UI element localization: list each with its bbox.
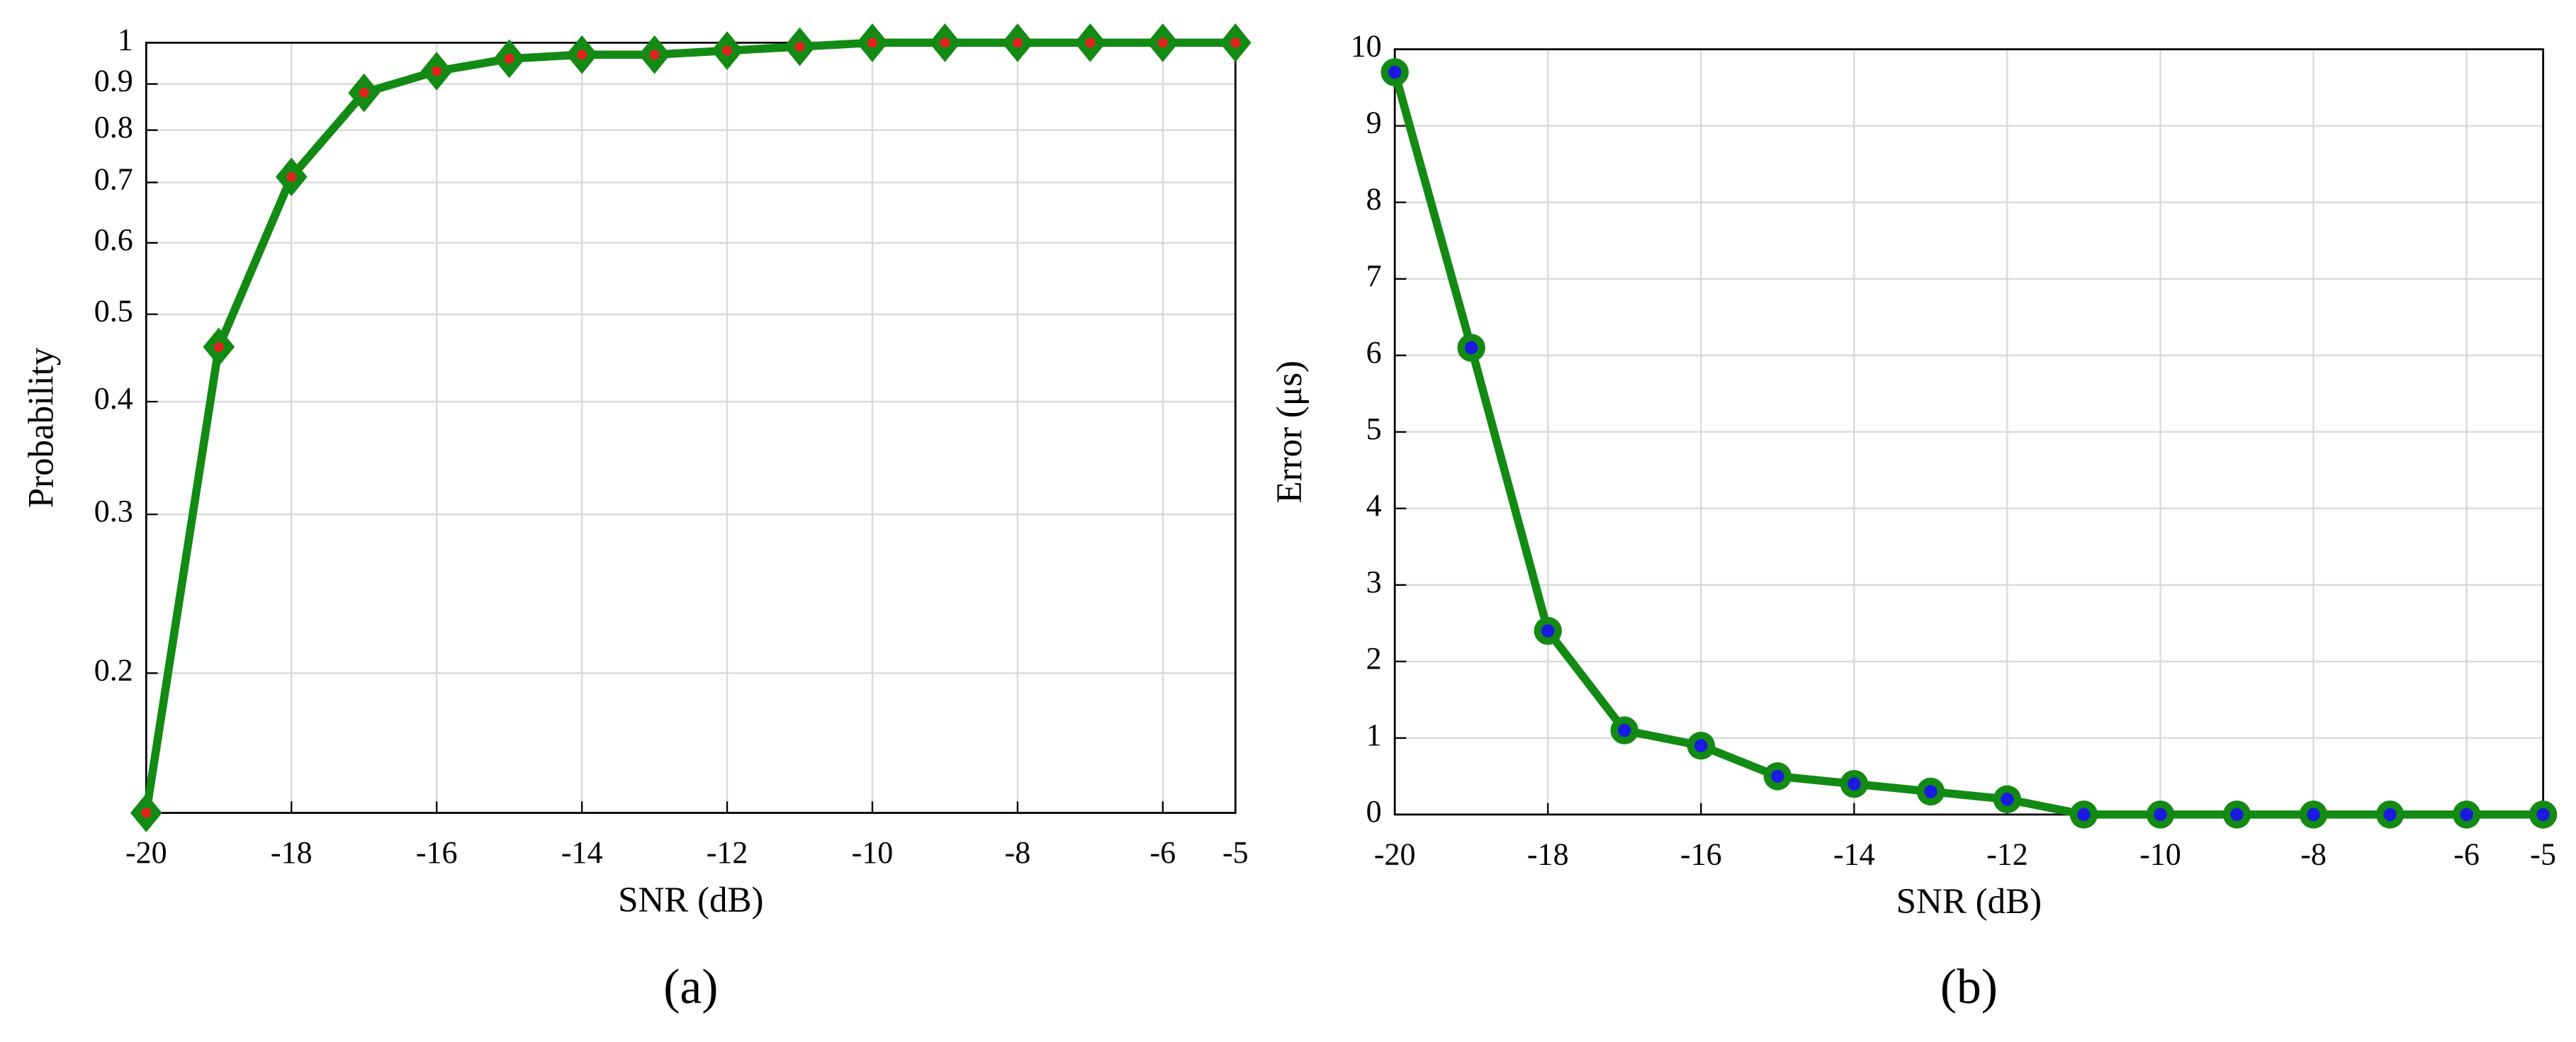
y-tick-label: 0.2 [94,652,133,687]
x-tick-label: -18 [1527,837,1569,871]
marker-center [2154,808,2167,822]
marker-center [2230,808,2244,822]
y-tick-label: 0.5 [94,294,133,329]
marker-center [432,66,442,77]
marker-center [649,50,660,60]
marker-center [794,41,805,52]
data-line [142,38,1236,814]
y-axis-label: Probability [21,347,61,508]
marker-center [867,38,877,48]
y-tick-label: 2 [1366,641,1382,676]
y-tick-label: 0.4 [94,381,133,416]
marker-center [1694,739,1708,752]
marker-center [577,50,587,60]
y-tick-label: 1 [1366,718,1382,752]
marker-center [1388,65,1402,79]
y-tick-label: 7 [1366,259,1382,293]
x-tick-label: -12 [1986,837,2028,871]
marker-center [213,341,224,352]
x-tick-label: -10 [2139,837,2181,871]
x-tick-label: -5 [2530,837,2556,871]
y-tick-label: 8 [1366,182,1382,217]
y-tick-label: 3 [1366,565,1382,599]
plot-frame [145,41,1237,814]
marker-center [1924,785,1937,798]
y-tick-label: 0.8 [94,110,133,145]
data-line [1390,71,2543,819]
marker-center [1847,777,1861,791]
x-tick-label: -5 [1222,835,1249,870]
marker-center [1085,38,1096,48]
x-tick-label: -16 [416,835,458,870]
y-tick-label: 0.6 [94,222,133,257]
y-tick-label: 0.3 [94,494,133,528]
marker-center [1541,624,1555,638]
x-tick-label: -8 [1005,835,1031,870]
y-tick-label: 5 [1366,412,1382,446]
x-tick-label: -12 [707,835,748,870]
marker-center [1157,38,1168,48]
plot-frame [1393,48,2545,816]
x-tick-label: -14 [561,835,603,870]
x-tick-label: -16 [1680,837,1722,871]
marker-center [2460,808,2473,822]
x-axis-label: SNR (dB) [1896,882,2042,922]
x-tick-label: -20 [125,835,167,870]
x-tick-label: -10 [852,835,894,870]
marker-center [504,53,514,64]
marker-center [1230,38,1241,48]
marker-center [1464,341,1478,355]
y-tick-label: 0.7 [94,162,133,197]
marker-center [1771,769,1784,783]
marker-center [2077,808,2091,822]
marker-center [722,45,733,56]
marker-center [2383,808,2397,822]
marker-center [286,171,297,182]
y-axis-label: Error (μs) [1270,361,1310,504]
y-tick-label: 0.9 [94,64,133,98]
x-tick-label: -14 [1833,837,1875,871]
x-tick-label: -18 [271,835,313,870]
y-tick-label: 4 [1366,488,1382,523]
x-tick-label: -8 [2300,837,2327,871]
x-axis-label: SNR (dB) [618,880,763,920]
marker-center [2001,793,2014,806]
marker-center [2536,808,2550,822]
marker-center [359,88,369,98]
y-tick-label: 10 [1351,29,1382,64]
x-tick-label: -6 [1150,835,1176,870]
x-tick-label: -6 [2453,837,2480,871]
y-tick-label: 1 [118,22,133,57]
y-tick-label: 0 [1366,794,1382,829]
marker-center [940,38,950,48]
panel-label: (b) [1940,960,1998,1014]
x-tick-label: -20 [1374,837,1416,871]
y-tick-label: 9 [1366,106,1382,140]
marker-center [141,808,152,818]
marker-center [1618,723,1631,737]
marker-center [1012,38,1023,48]
panel-label: (a) [663,960,718,1014]
marker-center [2307,808,2320,822]
y-tick-label: 6 [1366,335,1382,370]
